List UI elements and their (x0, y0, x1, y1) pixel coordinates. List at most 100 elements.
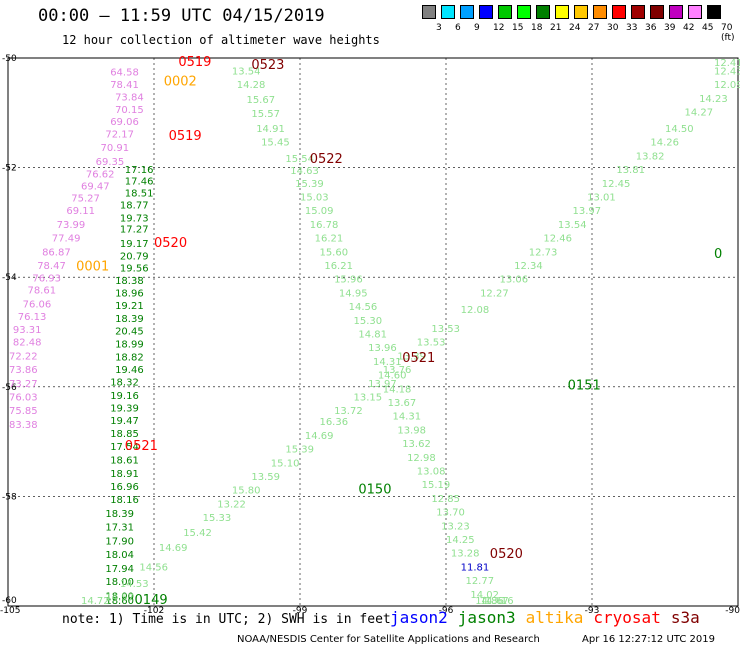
swh-value: 15.96 (334, 275, 363, 286)
color-scale-label: 45 (702, 23, 714, 33)
swh-value: 15.54 (285, 154, 314, 165)
swh-value: 15.60 (319, 247, 348, 258)
color-scale-label: 18 (531, 23, 543, 33)
swh-value: 13.54 (558, 220, 587, 231)
swh-value: 18.39 (105, 509, 134, 520)
pass-time-label: 0002 (164, 74, 197, 89)
swh-value: 12.77 (465, 576, 494, 587)
color-swatch (631, 5, 645, 19)
swh-value: 18.60 (105, 596, 134, 607)
swh-value: 12.98 (407, 453, 436, 464)
color-scale-label: 3 (436, 23, 442, 33)
swh-value: 13.76 (383, 365, 412, 376)
swh-value: 72.17 (105, 129, 134, 140)
swh-value: 15.39 (295, 179, 324, 190)
swh-value: 14.63 (290, 166, 319, 177)
swh-value: 17.27 (120, 224, 149, 235)
swh-value: 13.53 (417, 338, 446, 349)
swh-value: 14.31 (392, 412, 421, 423)
pass-time-label: 0519 (169, 129, 202, 144)
swh-value: 12.09 (714, 80, 740, 91)
color-scale-label: 24 (569, 23, 581, 33)
swh-value: 17.31 (105, 522, 134, 533)
swh-value: 16.21 (315, 234, 344, 245)
swh-value: 18.82 (115, 352, 144, 363)
swh-value: 19.47 (110, 416, 139, 427)
swh-value: 18.38 (115, 276, 144, 287)
y-tick-label: -54 (2, 273, 17, 283)
swh-value: 17.90 (105, 537, 134, 548)
swh-value: 13.08 (417, 466, 446, 477)
swh-value: 14.95 (339, 288, 368, 299)
swh-value: 13.81 (616, 165, 645, 176)
swh-value: 75.27 (71, 194, 100, 205)
swh-value: 18.00 (105, 591, 134, 602)
pass-time-label: 0520 (490, 547, 523, 562)
pass-time-label: 0001 (76, 260, 109, 275)
color-scale-label: 6 (455, 23, 461, 33)
swh-value: 19.16 (110, 391, 139, 402)
swh-value: 13.98 (397, 425, 426, 436)
swh-value: 19.21 (115, 301, 144, 312)
generated-timestamp: Apr 16 12:27:12 UTC 2019 (582, 634, 715, 645)
color-swatch (593, 5, 607, 19)
swh-value: 13.28 (451, 549, 480, 560)
swh-value: 13.72 (334, 406, 363, 417)
swh-value: 13.53 (431, 324, 460, 335)
footer-note: note: 1) Time is in UTC; 2) SWH is in fe… (62, 612, 391, 627)
color-swatch (441, 5, 455, 19)
x-tick-label: -96 (439, 606, 454, 616)
swh-value: 18.77 (120, 201, 149, 212)
swh-value: 83.38 (9, 420, 38, 431)
color-swatch (479, 5, 493, 19)
swh-value: 17.46 (125, 177, 154, 188)
swh-value: 19.39 (110, 403, 139, 414)
pass-time-label: 0149 (135, 593, 168, 608)
swh-value: 18.91 (110, 469, 139, 480)
swh-value: 86.87 (42, 247, 71, 258)
swh-value: 15.03 (300, 192, 329, 203)
x-tick-label: -93 (585, 606, 600, 616)
pass-time-label: 0519 (178, 55, 211, 70)
x-tick-label: -99 (293, 606, 308, 616)
swh-value: 14.69 (305, 431, 334, 442)
swh-value: 78.47 (37, 261, 66, 272)
swh-value: 69.47 (81, 182, 110, 193)
color-swatch (669, 5, 683, 19)
swh-value: 14.91 (256, 124, 285, 135)
swh-value: 13.96 (368, 343, 397, 354)
swh-value: 78.41 (110, 80, 139, 91)
color-scale-label: 30 (607, 23, 619, 33)
swh-value: 13.15 (354, 393, 383, 404)
swh-value: 76.13 (18, 312, 47, 323)
swh-value: 12.27 (480, 288, 509, 299)
swh-value: 76.93 (32, 274, 61, 285)
swh-value: 13.82 (636, 151, 665, 162)
swh-value: 19.73 (120, 213, 149, 224)
swh-value: 13.70 (436, 508, 465, 519)
color-swatch (574, 5, 588, 19)
swh-value: 64.58 (110, 68, 139, 79)
color-scale-label: 33 (626, 23, 638, 33)
pass-time-label: 0 (714, 247, 722, 262)
swh-value: 15.45 (261, 138, 290, 149)
color-swatch (707, 5, 721, 19)
swh-value: 14.86 (475, 596, 504, 607)
legend-s3a: s3a (670, 608, 700, 627)
swh-value: 69.11 (66, 206, 95, 217)
swh-value: 73.27 (9, 379, 38, 390)
axis-ticks: -105 -102 -99 -96 -93 -90 -50 -52 -54 -56 -58 -60 (0, 54, 740, 616)
color-swatch (422, 5, 436, 19)
plot-frame (7, 57, 739, 607)
credit-line: NOAA/NESDIS Center for Satellite Applica… (237, 634, 540, 645)
swh-value: 14.25 (446, 535, 475, 546)
color-scale-label: 15 (512, 23, 524, 33)
y-tick-label: -58 (2, 492, 17, 502)
color-scale-label: 39 (664, 23, 676, 33)
color-swatch (612, 5, 626, 19)
swh-value: 70.15 (115, 105, 144, 116)
swh-value: 76.06 (23, 299, 52, 310)
color-scale-label: 21 (550, 23, 562, 33)
color-swatch (536, 5, 550, 19)
swh-value: 12.73 (529, 247, 558, 258)
